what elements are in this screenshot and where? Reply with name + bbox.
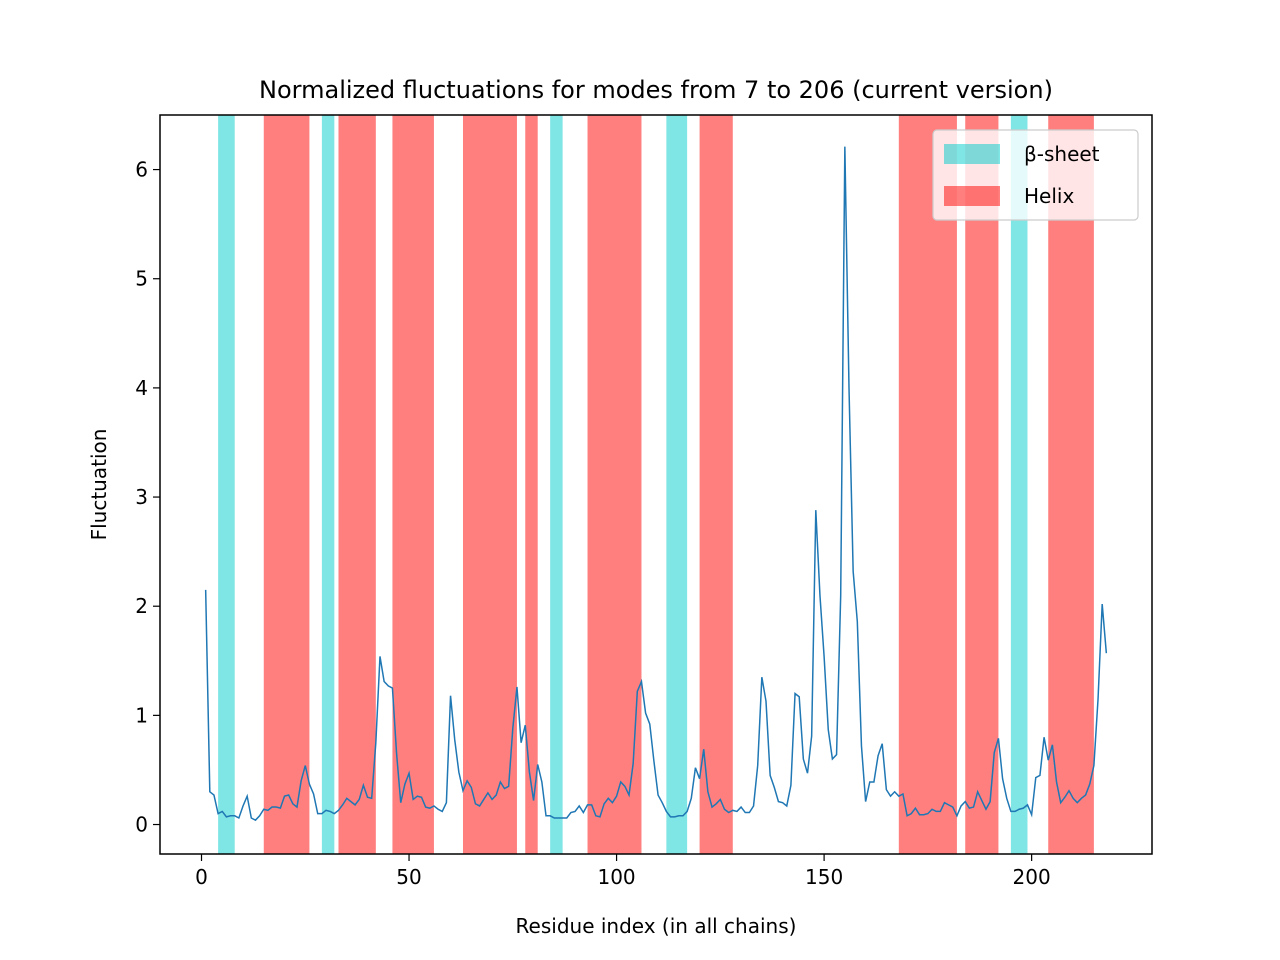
legend: β-sheet Helix: [932, 129, 1139, 221]
y-tick-label-6: 6: [135, 158, 148, 182]
legend-label-0: β-sheet: [1024, 142, 1100, 166]
helix-band-5: [587, 115, 642, 854]
helix-band-8: [965, 115, 999, 854]
helix-band-2: [392, 115, 434, 854]
legend-swatch-0: [944, 144, 1000, 164]
plot-frame: [159, 114, 1153, 855]
helix-band-0: [263, 115, 310, 854]
y-tick-label-5: 5: [135, 267, 148, 291]
x-tick-label-50: 50: [396, 865, 421, 889]
y-axis-label: Fluctuation: [87, 429, 111, 541]
helix-band-3: [462, 115, 517, 854]
y-tick-label-1: 1: [135, 703, 148, 727]
beta-sheet-band-2: [550, 115, 563, 854]
y-tick-label-0: 0: [135, 813, 148, 837]
helix-band-6: [699, 115, 733, 854]
x-tick-label-150: 150: [805, 865, 843, 889]
y-tick-label-3: 3: [135, 485, 148, 509]
fluctuation-line: [204, 146, 1108, 822]
y-tick-label-2: 2: [135, 594, 148, 618]
helix-band-1: [338, 115, 376, 854]
legend-label-1: Helix: [1024, 184, 1074, 208]
x-axis-label: Residue index (in all chains): [516, 914, 797, 938]
x-tick-label-0: 0: [195, 865, 208, 889]
x-tick-label-200: 200: [1013, 865, 1051, 889]
chart-title: Normalized fluctuations for modes from 7…: [259, 76, 1053, 104]
helix-band-9: [1048, 115, 1094, 854]
legend-swatch-1: [944, 186, 1000, 206]
helix-band-7: [898, 115, 957, 854]
beta-sheet-band-1: [321, 115, 335, 854]
beta-sheet-band-0: [218, 115, 235, 854]
helix-band-4: [525, 115, 538, 854]
y-axis: 0 1 2 3 4 5 6: [135, 158, 160, 837]
y-tick-label-4: 4: [135, 376, 148, 400]
beta-sheet-band-4: [1010, 115, 1028, 854]
fluctuation-series: [204, 146, 1108, 822]
x-axis: 0 50 100 150 200: [195, 854, 1051, 889]
secondary-structure-bands: [218, 115, 1094, 854]
beta-sheet-band-3: [666, 115, 688, 854]
x-tick-label-100: 100: [597, 865, 635, 889]
